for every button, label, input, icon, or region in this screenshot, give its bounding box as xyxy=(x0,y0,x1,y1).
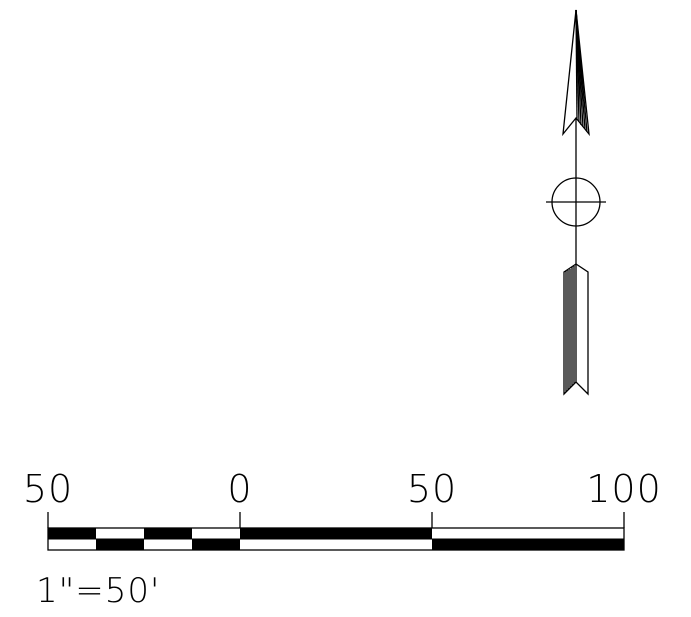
north-arrowhead xyxy=(562,9,590,137)
tick-label-0: 0 xyxy=(227,467,252,511)
north-arrow-icon xyxy=(546,9,606,396)
arrow-tail xyxy=(563,263,589,396)
tick-label-100: 100 xyxy=(586,467,662,511)
segment-bottom-4 xyxy=(192,539,240,550)
segment-bottom-2 xyxy=(96,539,144,550)
segment-50-100-bottom xyxy=(432,539,624,550)
segment-top-3 xyxy=(144,528,192,539)
segment-top-1 xyxy=(48,528,96,539)
tick-label-50-right: 50 xyxy=(407,467,457,511)
scale-bar: 50 0 50 100 xyxy=(23,467,662,551)
tick-label-50-left: 50 xyxy=(23,467,73,511)
scale-ratio-text: 1"=50' xyxy=(36,571,160,611)
segment-0-50-top xyxy=(240,528,432,539)
tick-marks xyxy=(47,512,625,528)
